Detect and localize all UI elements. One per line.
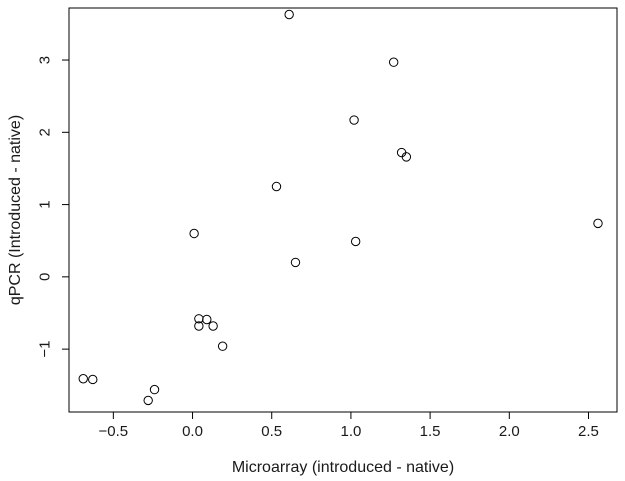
x-tick-label: 2.0 [499, 423, 520, 440]
x-axis: −0.5 0.0 0.5 1.0 1.5 2.0 2.5 [99, 412, 599, 440]
data-point [350, 236, 361, 247]
data-point [388, 57, 399, 67]
y-axis-title: qPCR (Introduced - native) [7, 115, 24, 305]
data-point [202, 314, 212, 325]
data-point [217, 341, 228, 351]
data-point [271, 181, 282, 192]
data-point [149, 384, 160, 395]
data-point [78, 374, 88, 384]
data-point [189, 228, 199, 239]
x-tick-label: −0.5 [99, 423, 129, 440]
data-point [290, 257, 301, 268]
data-point [593, 218, 603, 229]
x-tick-label: 1.0 [340, 423, 361, 440]
x-tick-label: 0.5 [261, 423, 282, 440]
data-point [194, 321, 204, 331]
y-tick-label: 0 [37, 273, 54, 281]
y-tick-label: 3 [37, 56, 54, 64]
y-tick-label: −1 [37, 341, 54, 358]
data-point [88, 374, 98, 385]
plot-frame [68, 7, 618, 413]
y-axis: −1 0 1 2 3 [37, 56, 69, 358]
data-point [208, 321, 218, 331]
data-point [284, 9, 294, 20]
x-tick-label: 0.0 [182, 423, 203, 440]
data-point [143, 395, 153, 406]
x-tick-label: 2.5 [578, 423, 599, 440]
data-point [349, 115, 359, 125]
y-tick-label: 2 [37, 128, 54, 136]
data-point [401, 152, 412, 162]
x-tick-label: 1.5 [420, 423, 441, 440]
data-points [78, 9, 603, 406]
y-tick-label: 1 [37, 200, 54, 208]
x-axis-title: Microarray (introduced - native) [232, 459, 454, 476]
